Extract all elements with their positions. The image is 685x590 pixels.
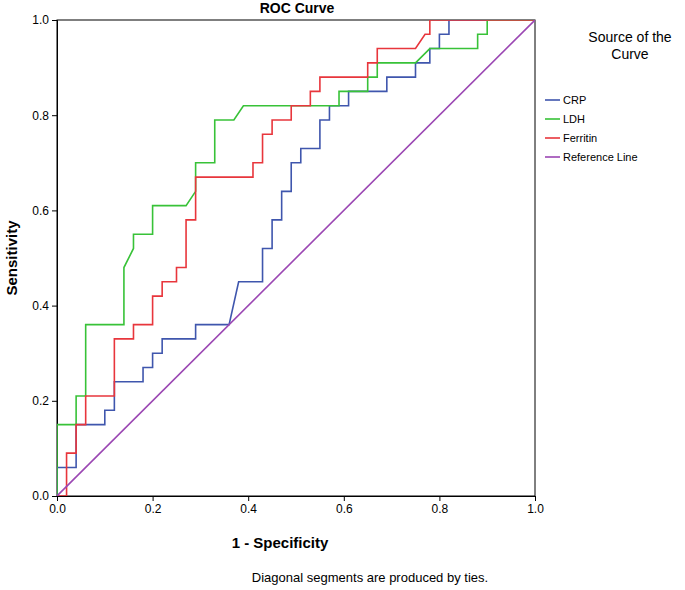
legend-label: LDH [563,113,585,125]
tick-label: 0.4 [32,299,49,313]
tick-mark [52,210,57,211]
axis-line [52,21,58,497]
y-axis-title: Sensitivity [3,220,20,296]
tick-mark [535,496,536,501]
x-axis-title: 1 - Specificity [232,534,329,551]
legend-label: Ferritin [563,132,597,144]
tick: 0.2 [145,496,162,516]
tick-mark [153,496,154,501]
y-axis: 0.0 0.2 0.4 0.6 0.8 1.0 [32,13,57,503]
legend-swatch [545,118,560,120]
tick: 0.8 [32,109,57,123]
legend-swatch [545,99,560,101]
tick-label: 0.6 [336,502,353,516]
legend-label: Reference Line [563,151,638,163]
legend-label: CRP [563,94,586,106]
tick-label: 0.0 [32,489,49,503]
tick: 0.4 [240,496,257,516]
roc-line [57,20,535,496]
tick-mark [52,306,57,307]
tick-label: 0.2 [32,394,49,408]
tick-label: 0.8 [432,502,449,516]
annotation: Diagonal segments are produced by ties. [252,570,488,585]
roc-line [57,20,535,496]
tick: 0.0 [32,489,57,503]
tick-label: 1.0 [527,502,544,516]
tick-mark [52,20,57,21]
plot-area [57,20,535,496]
tick: 0.0 [49,496,66,516]
x-axis: 0.0 0.2 0.4 0.6 0.8 1.0 [49,496,544,516]
roc-line [57,20,535,496]
tick: 0.8 [432,496,449,516]
tick: 1.0 [527,496,544,516]
tick-mark [52,496,57,497]
tick-mark [52,401,57,402]
tick: 0.4 [32,299,57,313]
title: ROC Curve [260,0,335,16]
tick-label: 0.2 [145,502,162,516]
roc-line [57,20,535,496]
plot-frame [57,20,535,496]
tick-mark [439,496,440,501]
tick-mark [344,496,345,501]
legend: Source of theCurve CRP LDH Ferritin Referenc… [545,29,672,163]
tick-mark [248,496,249,501]
tick-label: 0.6 [32,204,49,218]
legend-title: Source of theCurve [588,29,671,62]
legend-swatch [545,156,560,158]
tick: 1.0 [32,13,57,27]
chart: 0.0 0.2 0.4 0.6 0.8 1.0 0.0 0.2 0.4 0.6 0.8 1.0 ROC … [0,0,685,590]
tick-label: 1.0 [32,13,49,27]
tick-label: 0.0 [49,502,66,516]
tick: 0.6 [32,204,57,218]
axis-line [58,497,536,502]
tick-mark [52,115,57,116]
tick-label: 0.4 [240,502,257,516]
tick: 0.6 [336,496,353,516]
legend-swatch [545,137,560,139]
tick: 0.2 [32,394,57,408]
tick-label: 0.8 [32,109,49,123]
